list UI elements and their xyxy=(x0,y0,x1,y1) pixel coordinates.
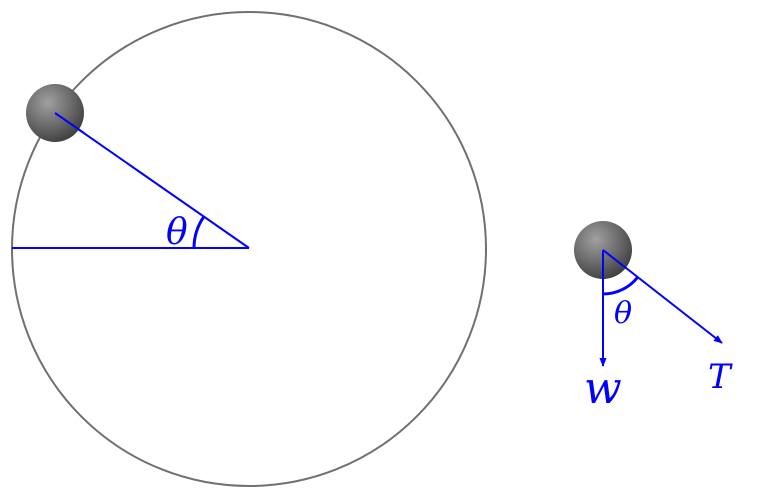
weight-label: w xyxy=(584,363,622,414)
angle-label-left: θ xyxy=(166,212,188,253)
radius-to-ball xyxy=(54,112,250,249)
angle-label-right: θ xyxy=(614,296,632,331)
angle-arc-right xyxy=(602,276,639,296)
tension-vector-overlay xyxy=(602,249,627,269)
angle-arc-left xyxy=(192,215,206,249)
radius-to-ball-overlay xyxy=(54,112,85,134)
tension-label: T xyxy=(708,357,733,397)
